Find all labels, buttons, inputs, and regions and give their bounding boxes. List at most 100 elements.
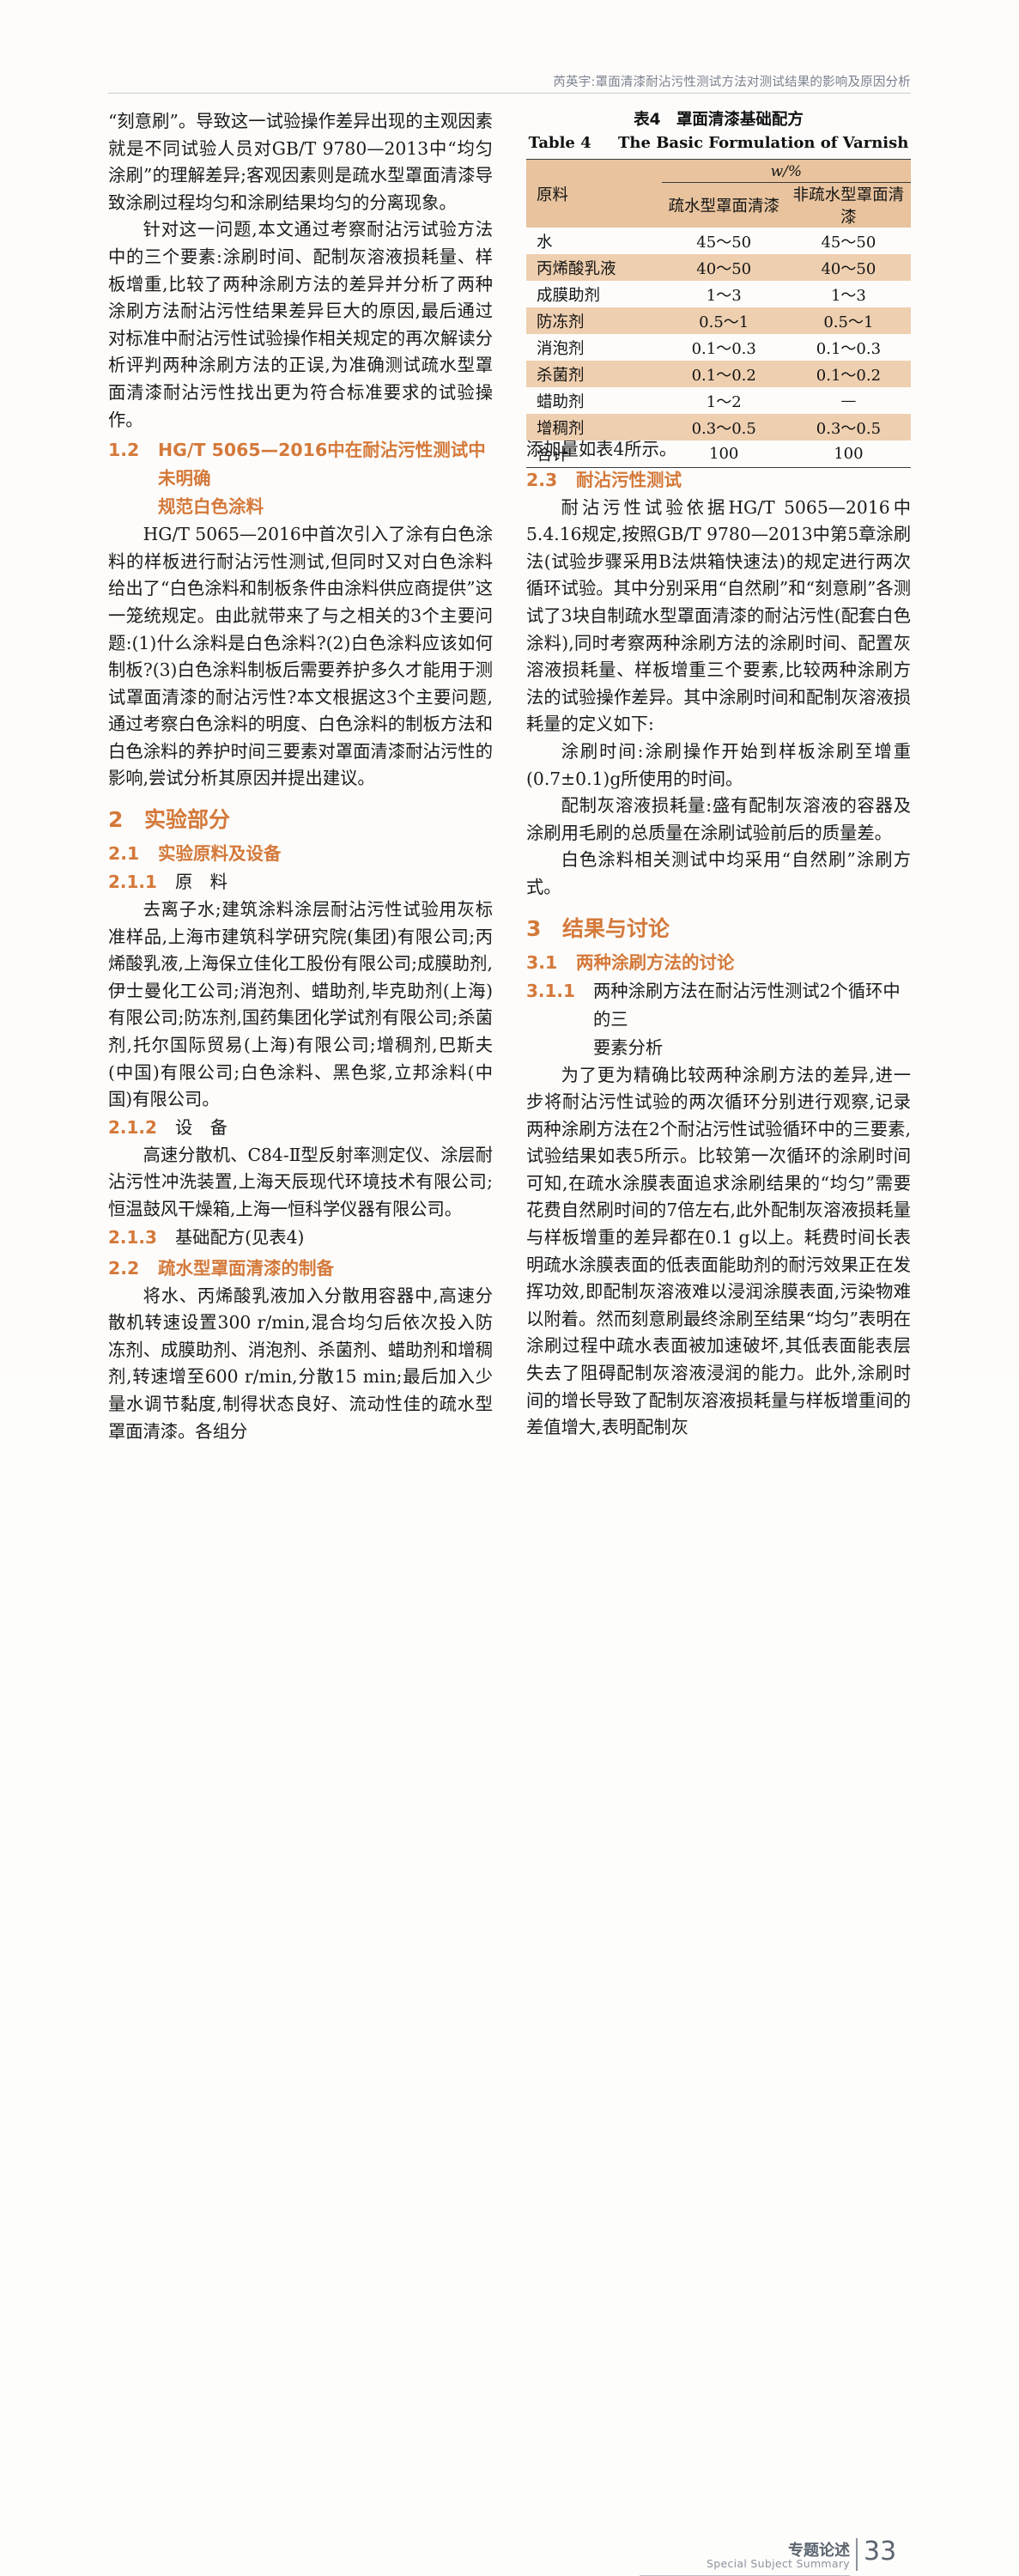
paragraph: 高速分散机、C84-Ⅱ型反射率测定仪、涂层耐沾污性冲洗装置,上海天辰现代环境技术…	[108, 1144, 493, 1219]
heading-2-1-1: 2.1.1 原 料	[108, 868, 493, 896]
table-cell-value-nonhydrophobic: 1～3	[830, 286, 866, 305]
footer-section-en: Special Subject Summary	[706, 2557, 850, 2570]
right-column: 添加量如表4所示。 2.3 耐沾污性测试 耐沾污性试验依据HG/T 5065—2…	[526, 436, 911, 1442]
heading-number: 1.2	[108, 440, 140, 461]
paragraph: 针对这一问题,本文通过考察耐沾污试验方法中的三个要素:涂刷时间、配制灰溶液损耗量…	[108, 219, 493, 430]
table-cell-value-nonhydrophobic: 0.1～0.2	[816, 366, 882, 385]
table-4: 原料 w/% 疏水型罩面清漆 非疏水型罩面清漆 水 45～50 45～50 丙烯酸乳液…	[526, 159, 911, 468]
heading-3-1: 3.1 两种涂刷方法的讨论	[526, 949, 911, 977]
table-row: 丙烯酸乳液 40～50 40～50	[526, 254, 911, 281]
table-row: 合计 100 100	[526, 440, 911, 468]
heading-2-1-3: 2.1.3 基础配方(见表4)	[108, 1224, 493, 1252]
paragraph: 去离子水;建筑涂料涂层耐沾污性试验用灰标准样品,上海市建筑科学研究院(集团)有限…	[108, 899, 493, 1110]
heading-label: 实验原料及设备	[158, 843, 282, 865]
table-4-body: 水 45～50 45～50 丙烯酸乳液 40～50 40～50 成膜助剂 1～3 1～3 防冻剂 0…	[526, 228, 911, 468]
page-number: 33	[864, 2537, 897, 2567]
table-cell-material: 防冻剂	[537, 313, 585, 331]
table-header-col-1: 疏水型罩面清漆	[661, 182, 786, 228]
table-row: 防冻剂 0.5～1 0.5～1	[526, 307, 911, 334]
table-row: 消泡剂 0.1～0.3 0.1～0.3	[526, 334, 911, 361]
table-cell-material: 合计	[537, 446, 569, 465]
table-header-unit: w/%	[770, 162, 803, 180]
table-cell-material: 蜡助剂	[537, 392, 585, 411]
heading-number: 2.1	[108, 843, 140, 865]
table-cell-value-hydrophobic: 100	[709, 445, 739, 463]
table-cell-value-hydrophobic: 1～2	[706, 392, 742, 411]
heading-2-3: 2.3 耐沾污性测试	[526, 466, 911, 495]
table-cell-value-nonhydrophobic: 45～50	[821, 233, 876, 252]
heading-label: 实验部分	[144, 807, 231, 833]
document-page: 芮英宇:罩面清漆耐沾污性测试方法对测试结果的影响及原因分析 “刻意刷”。导致这一…	[0, 76, 1019, 2576]
paragraph: “刻意刷”。导致这一试验操作差异出现的主观因素就是不同试验人员对GB/T 978…	[108, 111, 493, 213]
page-footer: 专题论述 Special Subject Summary 33	[0, 1267, 1019, 2576]
heading-number: 2.1.1	[108, 872, 157, 893]
table-cell-value-nonhydrophobic: 0.1～0.3	[816, 339, 882, 358]
heading-label: 两种涂刷方法在耐沾污性测试2个循环中的三	[593, 980, 901, 1030]
table-row: 水 45～50 45～50	[526, 228, 911, 254]
heading-label: 原 料	[175, 872, 227, 893]
table-4-block: 表4 罩面清漆基础配方 Table 4 The Basic Formulatio…	[526, 108, 911, 468]
table-cell-value-nonhydrophobic: 0.3～0.5	[816, 419, 882, 438]
paragraph: HG/T 5065—2016中首次引入了涂有白色涂料的样板进行耐沾污性测试,但同…	[108, 524, 493, 789]
table-caption-en-label: Table 4	[528, 134, 591, 152]
paragraph: 白色涂料相关测试中均采用“自然刷”涂刷方式。	[526, 849, 911, 897]
table-cell-material: 成膜助剂	[537, 286, 601, 305]
heading-label-cont: 要素分析	[593, 1036, 664, 1058]
heading-number: 3	[526, 915, 542, 941]
heading-label: 两种涂刷方法的讨论	[576, 951, 735, 973]
heading-label: 设 备	[175, 1116, 227, 1138]
table-cell-material: 杀菌剂	[537, 366, 585, 385]
heading-2-1: 2.1 实验原料及设备	[108, 840, 493, 868]
heading-number: 2.3	[526, 469, 558, 490]
table-cell-value-nonhydrophobic: 40～50	[821, 259, 876, 278]
paragraph: 耐沾污性试验依据HG/T 5065—2016中5.4.16规定,按照GB/T 9…	[526, 496, 911, 735]
running-head-rule	[108, 93, 911, 94]
heading-2-1-2: 2.1.2 设 备	[108, 1114, 493, 1142]
heading-3-1-1: 3.1.1 两种涂刷方法在耐沾污性测试2个循环中的三 要素分析	[526, 977, 911, 1062]
table-cell-value-hydrophobic: 40～50	[696, 259, 752, 278]
heading-2: 2 实验部分	[108, 803, 493, 837]
table-cell-value-hydrophobic: 0.1～0.3	[691, 339, 756, 358]
table-cell-value-nonhydrophobic: 100	[834, 445, 864, 463]
heading-label: 基础配方(见表4)	[175, 1226, 305, 1248]
paragraph: 为了更为精确比较两种涂刷方法的差异,进一步将耐沾污性试验的两次循环分别进行观察,…	[526, 1064, 911, 1438]
heading-1-2: 1.2 HG/T 5065—2016中在耐沾污性测试中未明确 规范白色涂料	[108, 436, 493, 521]
table-cell-value-hydrophobic: 0.1～0.2	[691, 366, 756, 385]
heading-label: 结果与讨论	[562, 915, 670, 941]
footer-divider	[856, 2538, 858, 2571]
table-row: 增稠剂 0.3～0.5 0.3～0.5	[526, 414, 911, 440]
table-row: 成膜助剂 1～3 1～3	[526, 281, 911, 307]
table-header-material: 原料	[526, 159, 662, 228]
table-header-row-1: 原料 w/%	[526, 159, 911, 228]
table-header-col-2: 非疏水型罩面清漆	[785, 182, 911, 228]
table-cell-value-nonhydrophobic: —	[840, 392, 857, 410]
table-cell-material: 增稠剂	[537, 419, 585, 438]
heading-number: 3.1	[526, 951, 558, 973]
table-cell-material: 水	[537, 233, 553, 252]
paragraph: 添加量如表4所示。	[526, 439, 677, 459]
table-row: 蜡助剂 1～2 —	[526, 387, 911, 414]
table-caption-en-text: The Basic Formulation of Varnish	[618, 134, 909, 152]
table-cell-value-hydrophobic: 0.3～0.5	[691, 419, 756, 438]
table-cell-value-hydrophobic: 1～3	[706, 286, 742, 305]
table-caption-cn: 表4 罩面清漆基础配方	[634, 111, 804, 129]
heading-2-2: 2.2 疏水型罩面清漆的制备	[108, 1255, 493, 1283]
running-head: 芮英宇:罩面清漆耐沾污性测试方法对测试结果的影响及原因分析	[553, 76, 911, 89]
paragraph: 配制灰溶液损耗量:盛有配制灰溶液的容器及涂刷用毛刷的总质量在涂刷试验前后的质量差…	[526, 795, 911, 843]
heading-3: 3 结果与讨论	[526, 912, 911, 946]
heading-label-cont: 规范白色涂料	[158, 496, 264, 518]
heading-label: 疏水型罩面清漆的制备	[158, 1257, 334, 1279]
heading-number: 2.1.2	[108, 1116, 157, 1138]
table-cell-value-hydrophobic: 0.5～1	[699, 313, 749, 331]
table-row: 杀菌剂 0.1～0.2 0.1～0.2	[526, 361, 911, 387]
heading-number: 3.1.1	[526, 980, 575, 1001]
heading-number: 2.1.3	[108, 1226, 157, 1248]
heading-number: 2	[108, 807, 124, 833]
paragraph: 涂刷时间:涂刷操作开始到样板涂刷至增重(0.7±0.1)g所使用的时间。	[526, 740, 911, 789]
heading-number: 2.2	[108, 1257, 140, 1279]
table-cell-material: 丙烯酸乳液	[537, 259, 616, 278]
table-caption-en: Table 4 The Basic Formulation of Varnish	[526, 131, 911, 155]
table-cell-value-hydrophobic: 45～50	[696, 233, 752, 252]
table-cell-material: 消泡剂	[537, 339, 585, 358]
table-cell-value-nonhydrophobic: 0.5～1	[823, 313, 874, 331]
